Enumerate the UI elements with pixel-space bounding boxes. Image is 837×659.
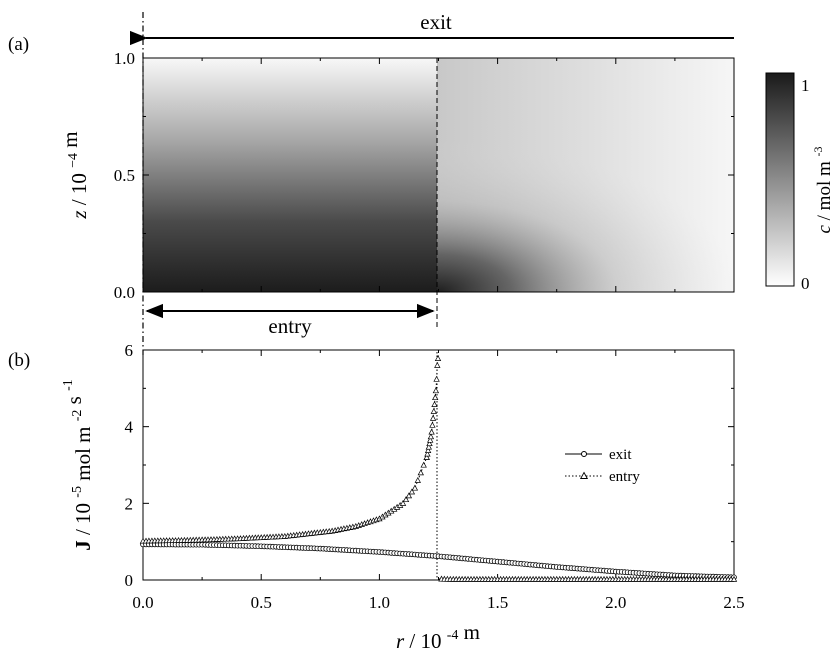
- colorbar-label-unit: mol m: [814, 161, 835, 210]
- panel-b-x-label-var: r: [396, 629, 405, 653]
- b-ytick-label: 0: [125, 571, 134, 590]
- panel-b-y-label-tail: s: [62, 396, 86, 404]
- b-xtick-label: 0.0: [132, 593, 153, 612]
- b-xtick-label: 1.5: [487, 593, 508, 612]
- colorbar-min-label: 0: [801, 274, 810, 293]
- series-entry-point: [424, 447, 432, 453]
- panel-b-y-label-exp3: -1: [61, 379, 76, 391]
- panel-b-y-label-unit: 10: [71, 503, 95, 524]
- series-entry-line: [142, 353, 439, 542]
- legend-entry-marker: [579, 471, 589, 479]
- panel-a-y-ticks: 0.0 0.5 1.0: [114, 49, 734, 302]
- series-entry-point: [434, 361, 441, 368]
- series-exit: [140, 541, 737, 581]
- colorbar-gradient: [765, 72, 795, 287]
- heatmap-left-region: [143, 58, 437, 292]
- legend-item-entry: entry: [565, 469, 640, 485]
- series-entry-point: [408, 488, 416, 495]
- b-ytick-label: 6: [125, 341, 134, 360]
- exit-annotation: exit: [129, 10, 734, 46]
- panel-a-label: (a): [8, 34, 29, 55]
- panel-b-x-ticks: 0.0 0.5 1.0 1.5 2.0 2.5: [132, 350, 745, 612]
- panel-b-label: (b): [8, 350, 30, 371]
- panel-b-x-label-exp: -4: [447, 628, 459, 643]
- series-entry-point: [427, 433, 435, 440]
- series-entry-point: [420, 461, 427, 468]
- legend-exit-label: exit: [609, 447, 632, 463]
- series-entry-point: [431, 401, 438, 407]
- a-ytick-label: 1.0: [114, 49, 135, 68]
- series-entry-point: [414, 476, 421, 483]
- panel-a-y-label-var: z: [67, 210, 91, 219]
- series-entry-point: [430, 407, 437, 414]
- panel-b-y-label-exp1: -5: [70, 486, 85, 498]
- panel-b-x-label-tail: m: [464, 620, 480, 644]
- panel-a-y-axis-label: z / 10 −4 m: [58, 131, 91, 219]
- series-entry-point: [730, 575, 738, 582]
- panel-b-y-label-exp2: -2: [70, 410, 85, 422]
- legend-entry-label: entry: [609, 469, 640, 485]
- series-entry: [139, 353, 738, 582]
- colorbar: 1 0 c / mol m -3: [765, 72, 835, 293]
- legend-exit-marker: [581, 451, 587, 457]
- series-entry-point: [425, 443, 432, 450]
- a-ytick-label: 0.0: [114, 283, 135, 302]
- series-entry-point: [411, 484, 419, 491]
- colorbar-label-var: c: [814, 225, 835, 234]
- panel-b-y-ticks: 0 2 4 6: [125, 341, 734, 590]
- series-entry-point: [432, 387, 440, 394]
- legend: exit entry: [565, 447, 640, 485]
- panel-a-y-label-tail: m: [58, 131, 82, 147]
- series-layer: [139, 353, 738, 582]
- colorbar-label-exp: -3: [811, 146, 825, 156]
- colorbar-max-label: 1: [801, 76, 810, 95]
- series-entry-point: [427, 436, 434, 443]
- b-xtick-label: 1.0: [369, 593, 390, 612]
- series-entry-point: [424, 450, 431, 457]
- panel-b-y-axis-label: J / 10 -5 mol m -2 s -1: [61, 379, 95, 551]
- heatmap: [142, 57, 737, 293]
- series-entry-point: [432, 394, 439, 401]
- panel-a-x-ticks: [142, 58, 735, 292]
- series-entry-point: [405, 492, 413, 499]
- entry-label: entry: [268, 314, 312, 338]
- series-entry-point: [429, 421, 436, 428]
- heatmap-corner-gradient: [437, 140, 737, 292]
- series-entry-point: [402, 496, 410, 503]
- panel-b: (b) 0 2 4 6 0.0 0.5 1.0 1.5 2.0 2.5 exit entry r…: [8, 341, 745, 653]
- panel-a-y-label-unit: 10: [67, 173, 91, 194]
- panel-b-y-label-mid: mol m: [71, 427, 95, 481]
- exit-label: exit: [420, 10, 452, 34]
- series-entry-point: [399, 499, 407, 506]
- b-xtick-label: 2.5: [723, 593, 744, 612]
- panel-b-y-label-var: J: [71, 540, 95, 551]
- panel-b-x-label-unit: 10: [421, 629, 442, 653]
- entry-annotation: entry: [145, 303, 435, 338]
- legend-item-exit: exit: [565, 447, 632, 463]
- colorbar-title: c / mol m -3: [811, 146, 835, 233]
- a-ytick-label: 0.5: [114, 166, 135, 185]
- series-entry-point: [428, 428, 435, 435]
- series-entry-point: [429, 414, 437, 421]
- panel-a: (a) 0.0 0.5 1.0 z / 10 −4 m 1 0 c: [8, 10, 835, 355]
- panel-a-y-label-exp: −4: [66, 153, 81, 168]
- series-entry-point: [426, 440, 433, 447]
- series-entry-point: [433, 375, 440, 382]
- series-entry-point: [423, 453, 430, 460]
- series-entry-point: [417, 469, 424, 476]
- b-ytick-label: 2: [125, 494, 134, 513]
- b-xtick-label: 0.5: [251, 593, 272, 612]
- b-xtick-label: 2.0: [605, 593, 626, 612]
- b-ytick-label: 4: [125, 418, 134, 437]
- panel-b-x-axis-label: r / 10 -4 m: [396, 620, 480, 653]
- series-entry-point: [434, 355, 442, 361]
